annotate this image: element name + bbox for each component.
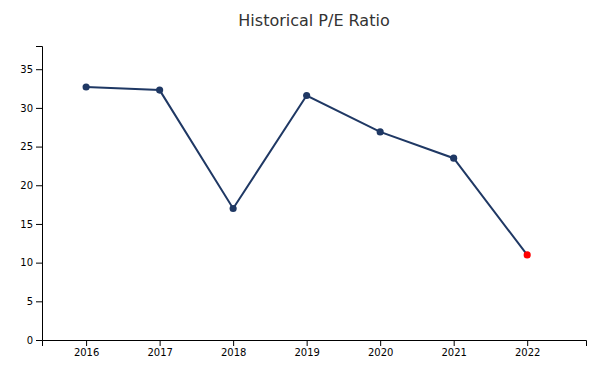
x-tick: 2017 xyxy=(147,340,172,358)
x-tick: 2019 xyxy=(294,340,319,358)
y-tick: 5 xyxy=(27,296,42,307)
y-tick: 15 xyxy=(20,219,42,230)
x-tick-mark xyxy=(86,340,87,346)
point xyxy=(230,205,237,212)
y-tick-mark xyxy=(36,108,42,109)
x-tick-label: 2017 xyxy=(147,347,172,358)
x-tick-mark xyxy=(160,340,161,346)
x-tick-label: 2018 xyxy=(221,347,246,358)
y-tick-mark xyxy=(36,224,42,225)
x-tick: 2020 xyxy=(368,340,393,358)
y-tick-label: 35 xyxy=(20,64,33,75)
x-tick: 2022 xyxy=(515,340,540,358)
marks xyxy=(83,83,531,258)
x-tick: 2016 xyxy=(74,340,99,358)
y-tick-label: 20 xyxy=(20,180,33,191)
x-tick-mark xyxy=(380,340,381,346)
line xyxy=(86,87,527,255)
y-tick-label: 15 xyxy=(20,219,33,230)
y-axis: 0 5 10 15 20 25 30 35 xyxy=(20,47,42,346)
y-tick-mark xyxy=(36,340,42,341)
plot: 2016 2017 2018 2019 2020 2021 2022 0 5 10 15 20 25 30… xyxy=(20,47,586,359)
x-tick: 2018 xyxy=(221,340,246,358)
y-tick-mark xyxy=(36,263,42,264)
title: Historical P/E Ratio xyxy=(238,11,389,30)
y-tick-label: 25 xyxy=(20,141,33,152)
x-axis-line xyxy=(43,341,587,347)
point xyxy=(450,155,457,162)
y-tick: 10 xyxy=(20,257,42,268)
y-tick-label: 5 xyxy=(27,296,33,307)
y-tick: 30 xyxy=(20,103,42,114)
y-tick-mark xyxy=(36,69,42,70)
x-tick-label: 2021 xyxy=(441,347,466,358)
y-tick: 0 xyxy=(27,335,42,346)
point xyxy=(83,83,90,90)
y-tick: 20 xyxy=(20,180,42,191)
point xyxy=(156,87,163,94)
x-tick-mark xyxy=(233,340,234,346)
y-tick-label: 30 xyxy=(20,103,33,114)
x-tick-mark xyxy=(527,340,528,346)
y-tick-label: 10 xyxy=(20,257,33,268)
y-tick: 25 xyxy=(20,141,42,152)
y-axis-line xyxy=(36,47,43,341)
x-tick-label: 2019 xyxy=(294,347,319,358)
x-tick: 2021 xyxy=(441,340,466,358)
point xyxy=(377,128,384,135)
x-tick-mark xyxy=(454,340,455,346)
y-tick-mark xyxy=(36,301,42,302)
x-tick-label: 2020 xyxy=(368,347,393,358)
x-tick-label: 2016 xyxy=(74,347,99,358)
chart: 2016 2017 2018 2019 2020 2021 2022 0 5 10 15 20 25 30… xyxy=(0,0,608,372)
y-tick-mark xyxy=(36,147,42,148)
y-tick-mark xyxy=(36,185,42,186)
y-tick-label: 0 xyxy=(27,335,33,346)
x-tick-mark xyxy=(307,340,308,346)
point xyxy=(524,251,531,258)
x-axis: 2016 2017 2018 2019 2020 2021 2022 xyxy=(43,340,587,358)
y-tick: 35 xyxy=(20,64,42,75)
point xyxy=(303,92,310,99)
x-tick-label: 2022 xyxy=(515,347,540,358)
